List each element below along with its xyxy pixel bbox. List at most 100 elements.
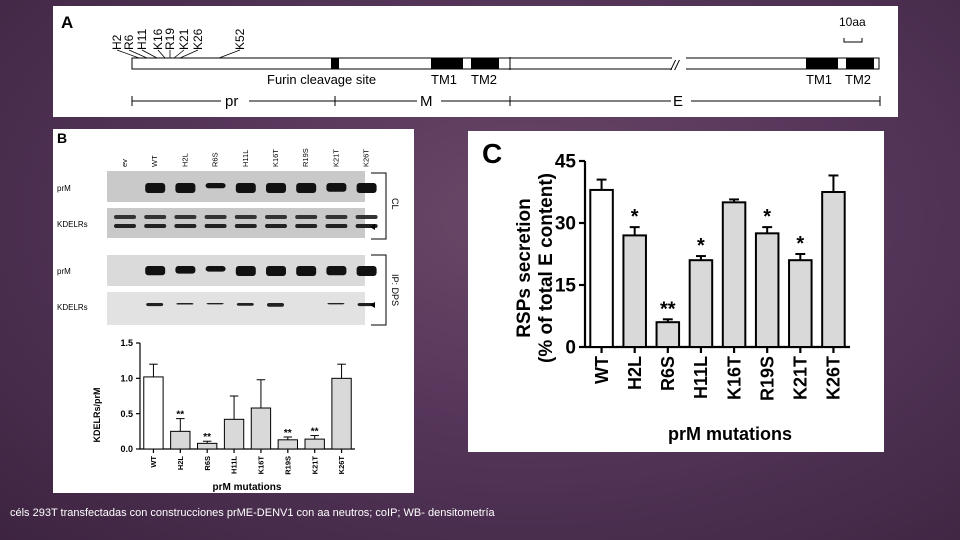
band-kdelr-cl-upper — [355, 215, 378, 219]
band-prm-ip — [205, 266, 226, 272]
mutation-site-label: K52 — [233, 28, 247, 50]
bar — [304, 438, 325, 450]
bar — [655, 321, 681, 348]
mutation-site-label: R6 — [122, 34, 136, 50]
chart-c-ylabel-line2: (% of total E content) — [536, 173, 557, 363]
mutation-site-label: K16 — [151, 28, 165, 50]
lane-label: H2L — [180, 153, 189, 167]
band-prm-cl — [175, 183, 196, 193]
band-kdelr-ip — [357, 303, 375, 307]
break-mark: // — [670, 57, 681, 73]
lane-label: H11L — [241, 150, 250, 167]
band-kdelr-cl-upper — [114, 215, 136, 219]
bar — [277, 439, 298, 450]
bracket-cl — [371, 172, 387, 240]
category-label: K26T — [337, 456, 346, 475]
category-label: R6S — [203, 456, 212, 471]
band-kdelr-ip — [146, 303, 164, 307]
band-prm-cl — [326, 183, 347, 192]
chart-b-ylabel: KDELRs/prM — [92, 387, 102, 442]
y-tick-label: 0.5 — [120, 409, 133, 419]
band-prm-ip — [296, 266, 317, 276]
band-prm-cl — [356, 183, 377, 193]
segment-pr-label: pr — [225, 93, 238, 110]
bar — [754, 232, 780, 348]
band-prm-ip — [145, 266, 166, 276]
band-kdelr-cl-lower — [204, 224, 227, 228]
mutation-site-label: H11 — [135, 29, 149, 50]
category-label: H11L — [230, 456, 239, 474]
chart-c-xlabel: prM mutations — [668, 424, 792, 444]
blot-bands — [114, 183, 378, 307]
band-prm-ip — [175, 266, 196, 274]
category-label: K21T — [310, 456, 319, 475]
significance-marker: ** — [284, 428, 292, 439]
band-kdelr-cl-upper — [144, 215, 167, 219]
furin-site-box — [331, 58, 339, 69]
bar — [688, 259, 714, 348]
band-kdelr-cl-lower — [114, 224, 136, 228]
band-kdelr-cl-upper — [204, 215, 227, 219]
category-label: K16T — [257, 456, 266, 475]
bar — [821, 191, 846, 348]
row-prm-ip-label: prM — [57, 267, 71, 276]
category-label: K16T — [724, 356, 744, 400]
band-kdelr-ip — [176, 303, 194, 305]
bar — [622, 234, 647, 348]
blot-ip-kdelrs — [107, 292, 365, 325]
scale-label: 10aa — [839, 15, 866, 29]
row-prm-cl-label: prM — [57, 184, 71, 193]
rsps-secretion-bar-chart: 0 15 30 45 WT H2L * R6S ** H11L * K16T R19S * K21T * K26… — [555, 152, 850, 401]
significance-marker: ** — [176, 410, 184, 421]
significance-marker: ** — [311, 427, 319, 438]
y-tick-label: 30 — [555, 214, 576, 235]
panel-a-letter: A — [61, 13, 73, 32]
row-kdelrs-cl-label: KDELRs — [57, 220, 88, 229]
bar — [143, 376, 164, 450]
band-prm-cl — [266, 183, 286, 193]
panel-c-figure: C RSPs secretion (% of total E content) … — [482, 138, 850, 444]
panel-b-coip: B ev WT H2L R6S H11L K16T R19S K21T K26T prM KDE… — [53, 129, 414, 493]
m-label-bg — [417, 93, 441, 107]
mutation-site-leader — [157, 49, 166, 59]
band-prm-cl — [145, 183, 166, 193]
band-prm-ip — [235, 266, 256, 276]
feature-tm1-m-label: TM1 — [431, 72, 457, 87]
band-kdelr-cl-lower — [174, 224, 197, 228]
scale-bar — [843, 38, 863, 43]
y-tick-label: 1.0 — [120, 373, 133, 383]
chart-c-ylabel-line1: RSPs secretion — [514, 198, 535, 337]
band-kdelr-cl-upper — [325, 215, 348, 219]
band-kdelr-cl-lower — [234, 224, 257, 228]
y-tick-label: 0.0 — [120, 444, 133, 454]
blot-cl-kdelrs — [107, 208, 365, 238]
bar — [788, 259, 813, 348]
tm1-box-e — [806, 58, 838, 69]
bar — [170, 430, 191, 450]
band-kdelr-ip — [206, 303, 224, 305]
band-kdelr-cl-lower — [265, 224, 287, 228]
lane-label: R6S — [211, 152, 220, 167]
band-kdelr-cl-upper — [174, 215, 197, 219]
y-tick-label: 15 — [555, 276, 577, 297]
band-kdelr-cl-lower — [295, 224, 318, 228]
category-label: K21T — [791, 356, 811, 400]
break-gap — [672, 56, 686, 71]
significance-marker: * — [796, 233, 804, 255]
group-cl-label: CL — [390, 198, 400, 210]
mutation-site-label: K26 — [191, 28, 205, 50]
y-tick-label: 45 — [555, 152, 577, 173]
band-kdelr-ip — [327, 303, 345, 305]
band-kdelr-cl-lower — [325, 224, 348, 228]
tm2-box-e — [846, 58, 874, 69]
lane-label: K16T — [271, 149, 280, 167]
mutation-site-leader — [179, 49, 199, 59]
y-tick-label: 1.5 — [120, 338, 133, 348]
category-label: R6S — [658, 356, 678, 391]
category-label: H11L — [691, 356, 711, 399]
lane-label: ev — [120, 159, 129, 167]
tm2-box-m — [471, 58, 499, 69]
lane-label: WT — [150, 155, 159, 167]
bar — [721, 201, 747, 349]
